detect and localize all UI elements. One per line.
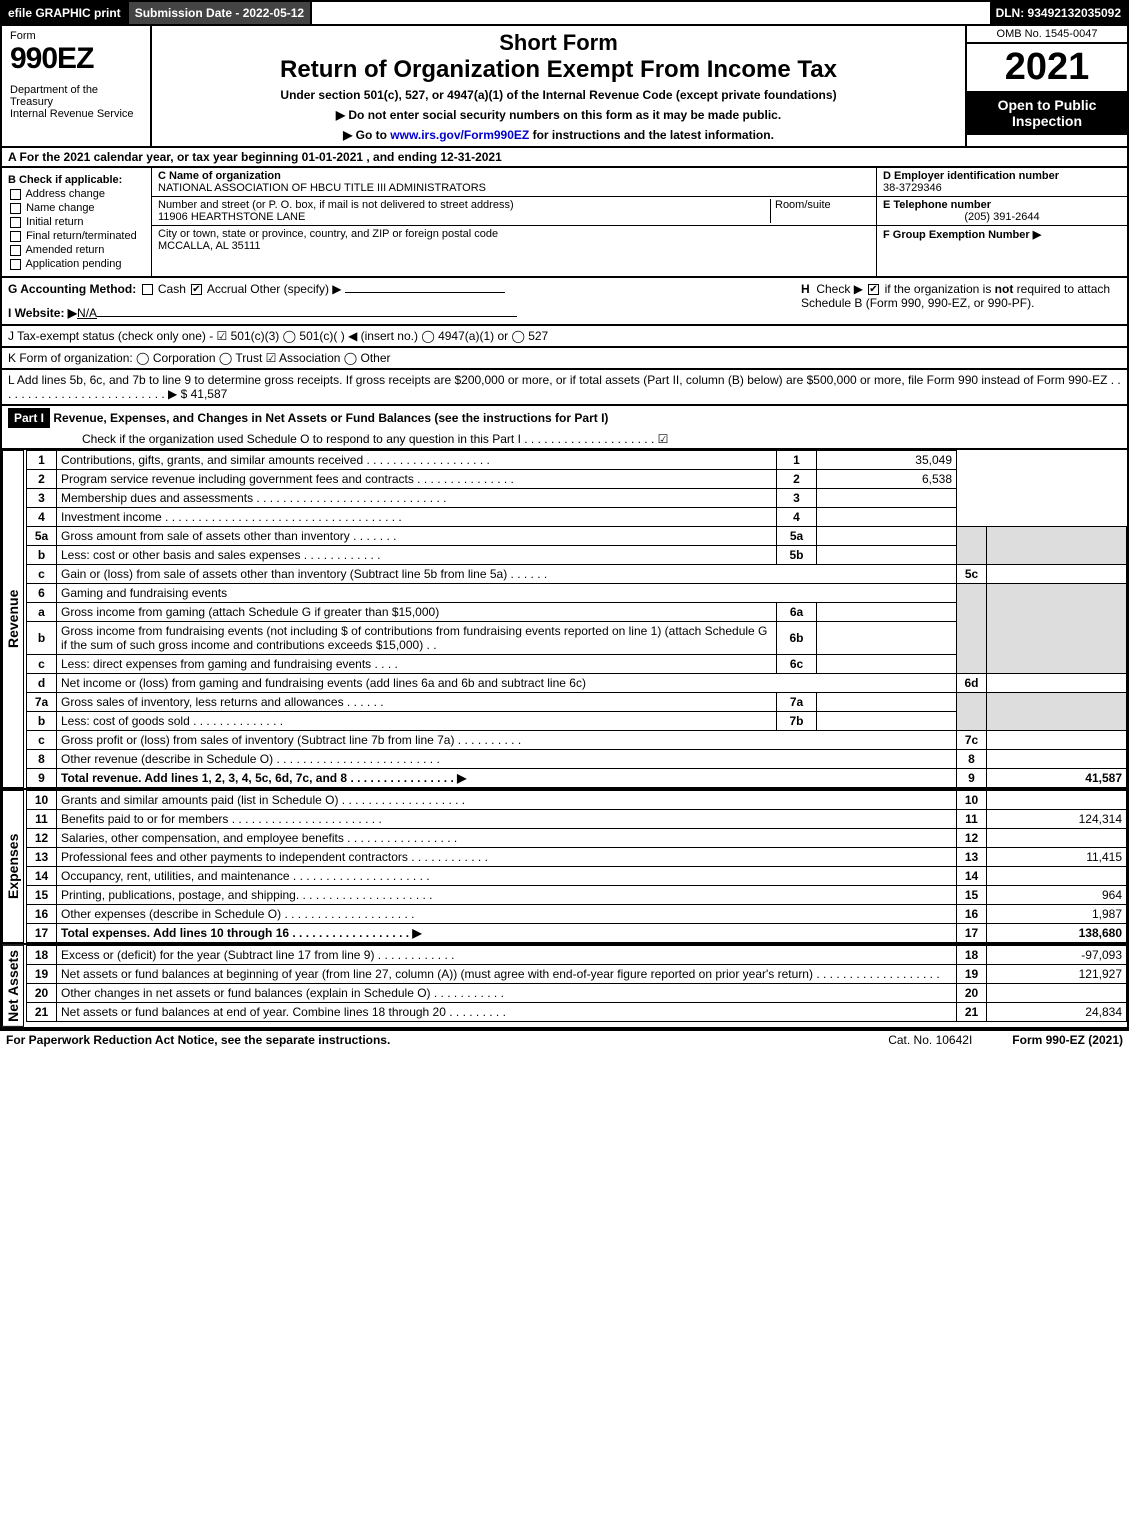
line-a: A For the 2021 calendar year, or tax yea… [0,148,1129,168]
chk-address-change[interactable]: Address change [8,188,145,200]
line-i: I Website: ▶N/A [8,306,801,320]
irs-link[interactable]: www.irs.gov/Form990EZ [390,128,529,142]
part1-check-line: Check if the organization used Schedule … [2,430,1127,448]
line-5c: cGain or (loss) from sale of assets othe… [27,565,1127,584]
header-center: Short Form Return of Organization Exempt… [152,26,967,146]
short-form-title: Short Form [160,30,957,56]
line-6d: dNet income or (loss) from gaming and fu… [27,674,1127,693]
omb-number: OMB No. 1545-0047 [967,26,1127,44]
row-ghi: G Accounting Method: Cash Accrual Other … [0,278,1129,326]
tax-year: 2021 [967,44,1127,91]
col-b-header: B Check if applicable: [8,174,145,186]
chk-application-pending[interactable]: Application pending [8,258,145,270]
open-to-public: Open to Public Inspection [967,91,1127,135]
col-b: B Check if applicable: Address change Na… [2,168,152,276]
line-5a: 5aGross amount from sale of assets other… [27,527,1127,546]
ein-value: 38-3729346 [883,182,942,194]
chk-cash[interactable] [142,284,153,295]
street-cell: Number and street (or P. O. box, if mail… [152,197,876,226]
line-j: J Tax-exempt status (check only one) - ☑… [0,326,1129,348]
no-ssn-line: ▶ Do not enter social security numbers o… [160,108,957,122]
line-12: 12Salaries, other compensation, and empl… [27,829,1127,848]
line-g: G Accounting Method: Cash Accrual Other … [8,282,801,296]
revenue-section: Revenue 1Contributions, gifts, grants, a… [0,450,1129,790]
expenses-table: 10Grants and similar amounts paid (list … [26,790,1127,943]
form-number: 990EZ [10,42,142,76]
under-section: Under section 501(c), 527, or 4947(a)(1)… [160,88,957,102]
top-bar: efile GRAPHIC print Submission Date - 20… [0,0,1129,26]
line-15: 15Printing, publications, postage, and s… [27,886,1127,905]
line-7c: cGross profit or (loss) from sales of in… [27,731,1127,750]
expenses-section: Expenses 10Grants and similar amounts pa… [0,790,1129,945]
footer-formref: Form 990-EZ (2021) [1012,1033,1123,1047]
line-20: 20Other changes in net assets or fund ba… [27,984,1127,1003]
line-19: 19Net assets or fund balances at beginni… [27,965,1127,984]
form-word: Form [10,30,142,42]
netassets-section: Net Assets 18Excess or (deficit) for the… [0,945,1129,1029]
line-18: 18Excess or (deficit) for the year (Subt… [27,946,1127,965]
expenses-side-label: Expenses [2,790,24,943]
line-l: L Add lines 5b, 6c, and 7b to line 9 to … [0,370,1129,406]
line-2: 2Program service revenue including gover… [27,470,1127,489]
efile-print-label[interactable]: efile GRAPHIC print [2,2,129,24]
col-def: D Employer identification number 38-3729… [877,168,1127,276]
revenue-table: 1Contributions, gifts, grants, and simil… [26,450,1127,788]
line-8: 8Other revenue (describe in Schedule O) … [27,750,1127,769]
line-3: 3Membership dues and assessments . . . .… [27,489,1127,508]
line-21: 21Net assets or fund balances at end of … [27,1003,1127,1022]
chk-amended-return[interactable]: Amended return [8,244,145,256]
dept-label: Department of the Treasury Internal Reve… [10,84,142,120]
chk-initial-return[interactable]: Initial return [8,216,145,228]
return-title: Return of Organization Exempt From Incom… [160,56,957,84]
city-state-zip: MCCALLA, AL 35111 [158,240,261,252]
tel-value: (205) 391-2644 [883,211,1121,223]
org-name-cell: C Name of organization NATIONAL ASSOCIAT… [152,168,876,197]
submission-date: Submission Date - 2022-05-12 [129,2,312,24]
col-c: C Name of organization NATIONAL ASSOCIAT… [152,168,877,276]
line-7a: 7aGross sales of inventory, less returns… [27,693,1127,712]
part1-title: Revenue, Expenses, and Changes in Net As… [53,411,608,425]
form-header: Form 990EZ Department of the Treasury In… [0,26,1129,148]
dln-label: DLN: 93492132035092 [990,2,1127,24]
footer-left: For Paperwork Reduction Act Notice, see … [6,1033,390,1047]
line-k: K Form of organization: ◯ Corporation ◯ … [0,348,1129,370]
street-address: 11906 HEARTHSTONE LANE [158,211,305,223]
tel-cell: E Telephone number (205) 391-2644 [877,197,1127,226]
website-value: N/A [77,306,97,320]
netassets-side-label: Net Assets [2,945,24,1027]
line-10: 10Grants and similar amounts paid (list … [27,791,1127,810]
line-16: 16Other expenses (describe in Schedule O… [27,905,1127,924]
line-14: 14Occupancy, rent, utilities, and mainte… [27,867,1127,886]
ein-cell: D Employer identification number 38-3729… [877,168,1127,197]
header-left: Form 990EZ Department of the Treasury In… [2,26,152,146]
part1-label: Part I [8,408,50,428]
city-cell: City or town, state or province, country… [152,226,876,254]
netassets-table: 18Excess or (deficit) for the year (Subt… [26,945,1127,1022]
line-11: 11Benefits paid to or for members . . . … [27,810,1127,829]
revenue-side-label: Revenue [2,450,24,788]
goto-line: ▶ Go to www.irs.gov/Form990EZ for instru… [160,128,957,142]
chk-accrual[interactable] [191,284,202,295]
header-right: OMB No. 1545-0047 2021 Open to Public In… [967,26,1127,146]
group-exemption-cell: F Group Exemption Number ▶ [877,226,1127,243]
line-13: 13Professional fees and other payments t… [27,848,1127,867]
footer: For Paperwork Reduction Act Notice, see … [0,1029,1129,1049]
footer-catno: Cat. No. 10642I [888,1033,972,1047]
line-17: 17Total expenses. Add lines 10 through 1… [27,924,1127,943]
chk-final-return[interactable]: Final return/terminated [8,230,145,242]
part1-header: Part I Revenue, Expenses, and Changes in… [0,406,1129,450]
line-9: 9Total revenue. Add lines 1, 2, 3, 4, 5c… [27,769,1127,788]
line-h: H Check ▶ if the organization is not req… [801,282,1121,320]
info-block: B Check if applicable: Address change Na… [0,168,1129,278]
chk-name-change[interactable]: Name change [8,202,145,214]
line-4: 4Investment income . . . . . . . . . . .… [27,508,1127,527]
org-name: NATIONAL ASSOCIATION OF HBCU TITLE III A… [158,182,486,194]
chk-schedule-b[interactable] [868,284,879,295]
line-1: 1Contributions, gifts, grants, and simil… [27,451,1127,470]
line-6: 6Gaming and fundraising events [27,584,1127,603]
